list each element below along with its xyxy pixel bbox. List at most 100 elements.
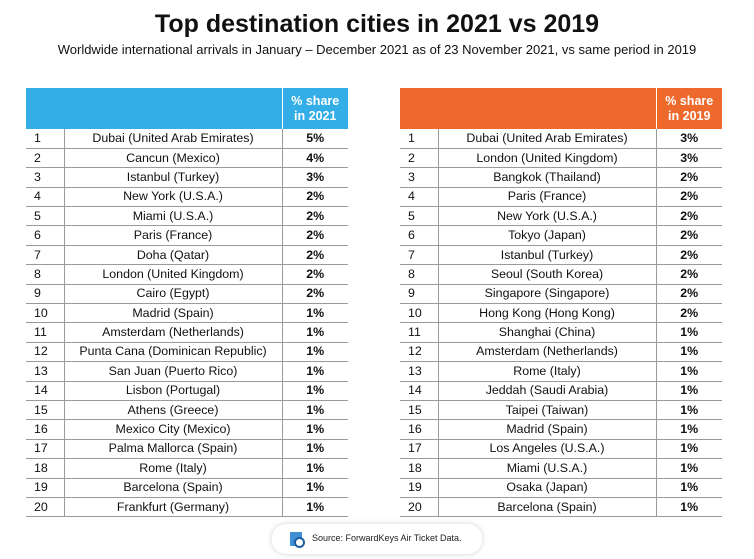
table-2019-row: 11 Shanghai (China) 1% [400, 322, 722, 343]
city-cell: Los Angeles (U.S.A.) [438, 439, 656, 460]
share-cell: 1% [281, 322, 348, 343]
city-cell: Tokyo (Japan) [438, 225, 656, 246]
table-2021-row: 4 New York (U.S.A.) 2% [26, 187, 348, 208]
rank-cell: 8 [26, 264, 65, 285]
rank-cell: 16 [400, 419, 439, 440]
city-cell: Istanbul (Turkey) [438, 245, 656, 266]
table-2019-header-blank [400, 88, 657, 129]
table-2019-header-line2: in 2019 [668, 108, 711, 123]
rank-cell: 8 [400, 264, 439, 285]
share-cell: 1% [281, 381, 348, 401]
share-cell: 2% [655, 303, 722, 324]
table-2019-row: 20 Barcelona (Spain) 1% [400, 497, 722, 518]
table-2021-row: 3 Istanbul (Turkey) 3% [26, 167, 348, 188]
share-cell: 2% [281, 245, 348, 266]
share-cell: 1% [655, 361, 722, 382]
table-2021-row: 2 Cancun (Mexico) 4% [26, 148, 348, 169]
city-cell: Paris (France) [64, 225, 282, 246]
city-cell: Jeddah (Saudi Arabia) [438, 381, 656, 401]
page-title: Top destination cities in 2021 vs 2019 [154, 10, 600, 38]
table-2021-row: 5 Miami (U.S.A.) 2% [26, 206, 348, 227]
table-2019-header-row: % share in 2019 [400, 88, 722, 129]
share-cell: 1% [281, 497, 348, 518]
city-cell: Miami (U.S.A.) [64, 206, 282, 227]
table-2019-body: 1 Dubai (United Arab Emirates) 3% 2 London (… [400, 129, 722, 518]
table-2019-row: 12 Amsterdam (Netherlands) 1% [400, 342, 722, 363]
page-subtitle: Worldwide international arrivals in Janu… [57, 42, 697, 57]
table-2021-row: 13 San Juan (Puerto Rico) 1% [26, 361, 348, 382]
rank-cell: 17 [26, 439, 65, 460]
rank-cell: 10 [26, 303, 65, 324]
table-2021-header-blank [26, 88, 283, 129]
table-2019-row: 10 Hong Kong (Hong Kong) 2% [400, 303, 722, 324]
city-cell: Madrid (Spain) [438, 419, 656, 440]
rank-cell: 6 [26, 225, 65, 246]
city-cell: Hong Kong (Hong Kong) [438, 303, 656, 324]
city-cell: New York (U.S.A.) [64, 187, 282, 208]
rank-cell: 14 [400, 381, 439, 401]
city-cell: Dubai (United Arab Emirates) [438, 129, 656, 149]
rank-cell: 19 [26, 478, 65, 498]
share-cell: 1% [281, 458, 348, 479]
rank-cell: 4 [26, 187, 65, 208]
city-cell: Singapore (Singapore) [438, 284, 656, 305]
table-2019-row: 4 Paris (France) 2% [400, 187, 722, 208]
table-2019-row: 6 Tokyo (Japan) 2% [400, 225, 722, 246]
share-cell: 4% [281, 148, 348, 169]
source-note: Source: ForwardKeys Air Ticket Data. [272, 524, 482, 554]
table-2019-row: 14 Jeddah (Saudi Arabia) 1% [400, 381, 722, 401]
rank-cell: 7 [26, 245, 65, 266]
city-cell: Rome (Italy) [64, 458, 282, 479]
city-cell: Mexico City (Mexico) [64, 419, 282, 440]
city-cell: Cancun (Mexico) [64, 148, 282, 169]
city-cell: Amsterdam (Netherlands) [64, 322, 282, 343]
city-cell: Miami (U.S.A.) [438, 458, 656, 479]
share-cell: 2% [655, 187, 722, 208]
city-cell: Bangkok (Thailand) [438, 167, 656, 188]
city-cell: Taipei (Taiwan) [438, 400, 656, 421]
city-cell: Doha (Qatar) [64, 245, 282, 266]
table-2021-header-share: % share in 2021 [282, 88, 348, 129]
table-2021-row: 17 Palma Mallorca (Spain) 1% [26, 439, 348, 460]
share-cell: 1% [655, 400, 722, 421]
share-cell: 2% [655, 245, 722, 266]
table-2019-row: 18 Miami (U.S.A.) 1% [400, 458, 722, 479]
city-cell: Rome (Italy) [438, 361, 656, 382]
table-2019-row: 5 New York (U.S.A.) 2% [400, 206, 722, 227]
city-cell: Punta Cana (Dominican Republic) [64, 342, 282, 363]
share-cell: 2% [281, 206, 348, 227]
rank-cell: 18 [26, 458, 65, 479]
share-cell: 1% [281, 303, 348, 324]
table-2021-row: 15 Athens (Greece) 1% [26, 400, 348, 421]
city-cell: Seoul (South Korea) [438, 264, 656, 285]
table-2021-row: 20 Frankfurt (Germany) 1% [26, 497, 348, 518]
city-cell: London (United Kingdom) [438, 148, 656, 169]
table-2021: % share in 2021 1 Dubai (United Arab Emir… [26, 88, 348, 518]
table-2021-row: 14 Lisbon (Portugal) 1% [26, 381, 348, 401]
share-cell: 1% [655, 322, 722, 343]
table-2019-row: 7 Istanbul (Turkey) 2% [400, 245, 722, 266]
table-2021-header-line1: % share [291, 93, 340, 108]
document-search-icon [290, 532, 305, 548]
table-2019-row: 16 Madrid (Spain) 1% [400, 419, 722, 440]
rank-cell: 9 [400, 284, 439, 305]
rank-cell: 13 [26, 361, 65, 382]
city-cell: Barcelona (Spain) [64, 478, 282, 498]
rank-cell: 15 [26, 400, 65, 421]
city-cell: Dubai (United Arab Emirates) [64, 129, 282, 149]
city-cell: Osaka (Japan) [438, 478, 656, 498]
table-2021-row: 8 London (United Kingdom) 2% [26, 264, 348, 285]
table-2019-row: 3 Bangkok (Thailand) 2% [400, 167, 722, 188]
city-cell: Athens (Greece) [64, 400, 282, 421]
table-2019-row: 8 Seoul (South Korea) 2% [400, 264, 722, 285]
rank-cell: 17 [400, 439, 439, 460]
rank-cell: 5 [400, 206, 439, 227]
rank-cell: 1 [26, 129, 65, 149]
rank-cell: 12 [400, 342, 439, 363]
share-cell: 2% [281, 284, 348, 305]
city-cell: San Juan (Puerto Rico) [64, 361, 282, 382]
table-2019-row: 19 Osaka (Japan) 1% [400, 478, 722, 498]
city-cell: London (United Kingdom) [64, 264, 282, 285]
share-cell: 2% [655, 284, 722, 305]
table-2021-row: 1 Dubai (United Arab Emirates) 5% [26, 129, 348, 149]
